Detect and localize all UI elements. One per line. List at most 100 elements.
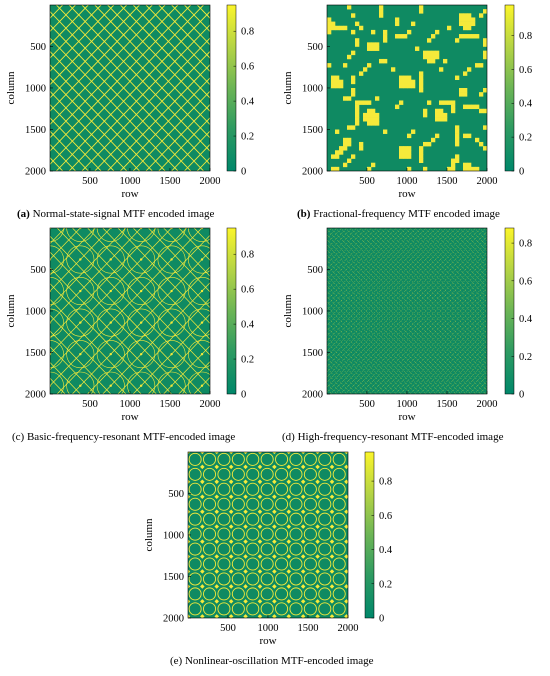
oscillation-ring [303,602,317,616]
oscillation-ring [231,467,245,481]
resonance-ring [188,371,210,394]
lattice-line [419,228,487,298]
contour-cell [467,162,472,168]
contour-cell [483,42,487,47]
contour-cell [459,92,464,97]
lattice-line [327,228,407,311]
oscillation-ring [303,512,317,526]
lattice-line [544,228,550,394]
contour-cell [483,9,487,14]
lattice-line [148,228,210,293]
resonance-ring [96,371,125,394]
resonance-ring [96,308,125,337]
oscillation-node [286,509,292,514]
oscillation-node [344,509,348,514]
resonance-node [109,384,112,387]
contour-cell [351,154,356,159]
lattice-line [87,266,210,394]
x-tick-label: 500 [82,176,98,187]
oscillation-ring [318,452,332,466]
oscillation-ring [203,557,217,571]
lattice-line [529,228,550,394]
chart-panel-c: 500 1000 1500 2000 500 1000 1500 2000 row column 0… [5,227,255,423]
resonance-node [170,258,173,261]
x-tick-label: 1000 [119,176,140,187]
oscillation-node [200,464,205,470]
oscillation-ring [217,482,231,496]
contour-cell [391,67,396,72]
oscillation-node [286,569,292,574]
caption-b: (b) Fractional-frequency MTF encoded ima… [297,208,500,220]
oscillation-ring [203,542,217,556]
resonance-node [170,352,173,356]
resonance-ring [127,371,156,394]
resonance-ring [96,340,125,369]
contour-cell [347,5,352,10]
contour-cell [351,13,356,18]
y-tick-label: 1000 [25,306,46,317]
resonance-node [139,384,143,387]
oscillation-node [315,494,320,500]
contour-cell [371,29,376,35]
oscillation-node [257,569,263,574]
oscillation-ring [289,467,303,481]
oscillation-node [257,479,263,485]
oscillation-ring [275,587,289,601]
contour-cell [471,21,476,27]
oscillation-ring [188,467,202,481]
oscillation-ring [275,572,289,586]
oscillation-node [228,479,234,485]
oscillation-ring [303,527,317,541]
resonance-ring [96,245,125,274]
contour-cell [471,17,476,22]
contour-cell [379,58,384,64]
lattice-line [327,228,382,285]
resonance-node [200,384,204,387]
contour-cell [399,146,404,151]
oscillation-ring [318,497,332,511]
oscillation-node [300,479,306,485]
contour-cell [383,58,388,64]
contour-cell [459,34,464,39]
oscillation-ring [332,587,346,601]
contour-cell [427,141,432,147]
contour-cell [407,146,412,151]
contour-cell [463,13,468,18]
resonance-ring [157,245,186,274]
contour-cell [395,34,400,39]
contour-cell [339,79,344,85]
contour-cell [467,17,472,22]
contour-cell [455,38,460,43]
oscillation-node [329,452,335,455]
oscillation-ring [188,527,202,541]
contour-cell [327,63,332,68]
contour-cell [435,54,440,60]
oscillation-ring [203,497,217,511]
lattice-line [327,337,382,394]
contour-cell [379,13,384,18]
contour-cell [331,83,336,89]
colorbar-tick-label: 0.6 [519,276,532,287]
oscillation-ring [289,497,303,511]
resonance-ring [157,371,186,394]
oscillation-ring [303,452,317,466]
oscillation-ring [275,497,289,511]
oscillation-ring [246,497,260,511]
lattice-line [424,329,487,394]
y-axis-label: column [5,71,17,104]
contour-cell [463,104,468,110]
oscillation-node [329,599,335,604]
contour-cell [423,50,428,56]
contour-cell [359,146,364,151]
contour-cell [479,13,484,18]
oscillation-node [300,494,306,500]
lattice-line [327,228,442,347]
oscillation-ring [188,482,202,496]
resonance-ring [66,371,95,394]
contour-cell [355,112,360,118]
oscillation-node [344,569,348,574]
lattice-line [327,228,372,275]
y-tick-label: 1500 [302,348,323,359]
colorbar-tick-label: 0.2 [379,579,392,590]
